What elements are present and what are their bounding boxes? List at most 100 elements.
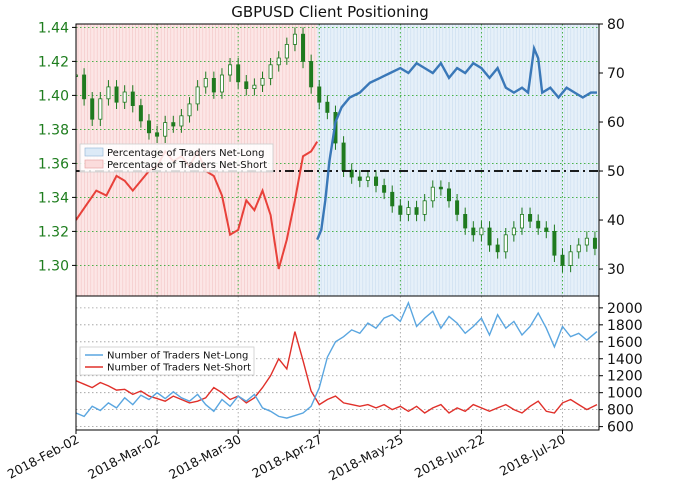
y-right-tick-label: 60 [607, 115, 625, 131]
price-candle-body [138, 105, 143, 122]
price-candle-body [511, 227, 516, 236]
y-left-tick-label: 1.44 [38, 20, 69, 36]
price-candle-body [487, 227, 492, 246]
price-candle-body [228, 64, 233, 76]
price-candle-body [463, 213, 468, 229]
price-candle-body [471, 227, 476, 236]
legend-count-long-label: Number of Traders Net-Long [107, 351, 248, 362]
y-bottom-tick-label: 1000 [607, 386, 643, 402]
price-candle-body [390, 191, 395, 207]
legend-short-swatch [84, 159, 104, 169]
price-candle-body [187, 103, 192, 117]
price-candle-body [284, 44, 289, 59]
bottom-gridlines [75, 296, 599, 430]
price-candle-body [430, 186, 435, 202]
price-candle-body [309, 61, 314, 88]
price-candle-body [519, 213, 524, 229]
price-candle-body [438, 186, 443, 190]
price-candle-body [528, 213, 533, 222]
price-candle-body [122, 91, 127, 103]
y-bottom-tick-label: 2000 [607, 301, 643, 317]
y-right-tick-label: 30 [607, 262, 625, 278]
price-candle-body [536, 220, 541, 229]
price-candle-body [82, 74, 87, 100]
price-candle-body [398, 205, 403, 215]
top-legend: Percentage of Traders Net-LongPercentage… [79, 143, 274, 173]
price-candle-body [90, 98, 95, 120]
price-candle-body [349, 169, 354, 178]
price-candle-body [106, 86, 111, 100]
y-left-tick-label: 1.42 [38, 54, 69, 70]
price-candle-body [211, 78, 216, 93]
price-candle-body [552, 230, 557, 256]
y-right-tick-label: 80 [607, 17, 625, 33]
percent-long-line [316, 43, 597, 241]
price-candle-body [341, 142, 346, 171]
price-candle-body [422, 200, 427, 215]
x-tick-label: 2018-Mar-02 [85, 431, 162, 482]
price-candle-body [292, 33, 297, 45]
count-long-line [76, 300, 598, 419]
price-candle-body [560, 254, 565, 266]
price-candle-body [195, 86, 200, 105]
y-left-tick-label: 1.32 [38, 224, 69, 240]
chart-title: GBPUSD Client Positioning [231, 3, 429, 21]
legend-count-short-label: Number of Traders Net-Short [107, 363, 251, 374]
price-candle-body [365, 176, 370, 181]
y-bottom-tick-label: 1800 [607, 318, 643, 334]
y-right-tick-label: 70 [607, 66, 625, 82]
price-candle-body [260, 78, 265, 86]
y-bottom-tick-label: 1200 [607, 369, 643, 385]
price-candle-body [236, 64, 241, 83]
price-candle-body [252, 84, 257, 89]
positioning-panel: 1.30 1.32 1.34 1.36 1.38 1.40 1.42 1.44 30 40 50 60… [38, 17, 625, 297]
y-bottom-tick-label: 1600 [607, 335, 643, 351]
price-candle-body [568, 251, 573, 266]
legend-short-label: Percentage of Traders Net-Short [107, 160, 267, 171]
x-tick-label: 2018-May-25 [326, 431, 406, 483]
bottom-legend-box [79, 346, 255, 376]
y-left-tick-label: 1.40 [38, 88, 69, 104]
price-candle-body [406, 207, 411, 215]
price-candle-body [374, 176, 379, 186]
price-candle-body [114, 86, 119, 103]
price-candle-body [382, 185, 387, 193]
y-right-tick-label: 40 [607, 213, 625, 229]
legend-long-label: Percentage of Traders Net-Long [107, 148, 265, 159]
y-left-tick-label: 1.36 [38, 156, 69, 172]
price-candle-body [301, 33, 306, 62]
price-candle-body [219, 74, 224, 93]
price-candle-body [414, 207, 419, 215]
y-left-tick-label: 1.38 [38, 122, 69, 138]
x-axis: 2018-Feb-02 2018-Mar-02 2018-Mar-30 2018-Ap… [5, 430, 568, 483]
y-right-tick-label: 50 [607, 164, 625, 180]
price-candle-body [455, 200, 460, 215]
price-candle-body [325, 101, 330, 113]
y-left-tick-label: 1.34 [38, 190, 69, 206]
x-tick-label: 2018-Apr-27 [249, 431, 324, 481]
price-candle-body [268, 64, 273, 79]
price-candle-body [592, 237, 597, 249]
legend-long-swatch [84, 147, 104, 157]
price-candle-body [446, 188, 451, 202]
price-candle-body [155, 132, 160, 137]
price-candle-body [584, 237, 589, 246]
price-candle-body [244, 81, 249, 90]
y-bottom-tick-label: 1400 [607, 352, 643, 368]
price-candle-body [179, 115, 184, 127]
price-candle-body [146, 120, 151, 134]
price-candle-body [357, 176, 362, 181]
price-candle-body [130, 91, 135, 107]
price-candle-body [479, 227, 484, 236]
price-candle-body [503, 234, 508, 253]
price-candles [76, 27, 597, 273]
price-candle-body [276, 57, 281, 66]
price-candle-body [203, 78, 208, 88]
price-candle-body [171, 122, 176, 127]
x-tick-label: 2018-Feb-02 [5, 431, 82, 481]
y-bottom-tick-label: 800 [607, 403, 634, 419]
